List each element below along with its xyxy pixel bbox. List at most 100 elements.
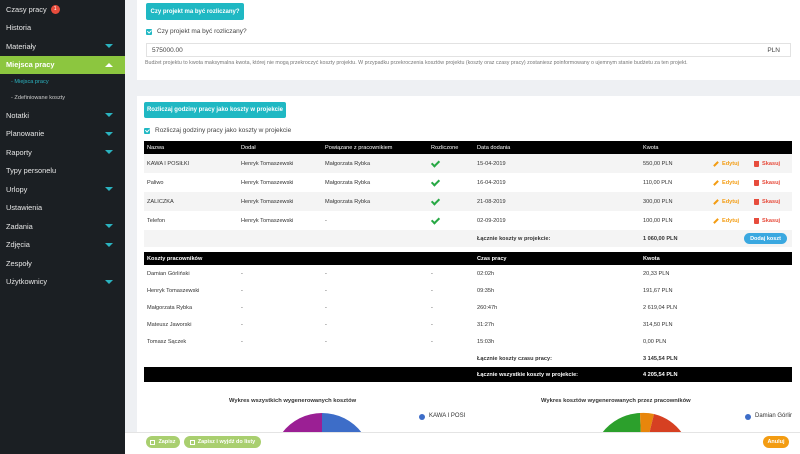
sidebar-item-historia[interactable]: Historia [0, 19, 125, 38]
sidebar-item-label: Materiały [6, 41, 36, 51]
edit-button[interactable]: Edytuj [713, 173, 739, 192]
sidebar-item-typy-personelu[interactable]: Typy personelu [0, 162, 125, 181]
table-row: ZALICZKA Henryk Tomaszewski Małgorzata R… [144, 192, 792, 211]
sidebar-item-raporty[interactable]: Raporty [0, 143, 125, 162]
dash: - [431, 287, 433, 294]
sidebar-item-label: Czasy pracy [6, 4, 47, 14]
edit-button[interactable]: Edytuj [713, 154, 739, 173]
edit-label: Edytuj [722, 217, 740, 224]
floppy-icon [150, 439, 156, 445]
sidebar-item-materialy[interactable]: Materiały [0, 37, 125, 56]
sidebar-subitem-miejsca-pracy[interactable]: - Miejsca pracy [0, 74, 125, 90]
settled-check-icon [430, 192, 441, 211]
billing-checkbox-label: Czy projekt ma być rozliczany? [157, 28, 247, 35]
legend-color-icon [745, 414, 751, 420]
hours-as-costs-button[interactable]: Rozliczaj godziny pracy jako koszty w pr… [144, 102, 286, 118]
trash-icon [754, 217, 759, 224]
cost-linked: Małgorzata Rybka [325, 160, 371, 167]
cost-name: ZALICZKA [147, 198, 174, 205]
add-cost-button[interactable]: Dodaj koszt [744, 233, 787, 244]
cost-date: 15-04-2019 [477, 160, 506, 167]
worker-time: 09:35h [477, 287, 495, 294]
chevron-down-icon [105, 224, 113, 228]
sidebar-item-label: Typy personelu [6, 166, 57, 176]
sidebar-item-uzytkownicy[interactable]: Użytkownicy [0, 273, 125, 292]
sidebar-item-notatki[interactable]: Notatki [0, 106, 125, 125]
dash: - [241, 287, 243, 294]
workers-table-header: Koszty pracowników Czas pracy Kwota [144, 252, 792, 265]
col-worker: Koszty pracowników [147, 255, 203, 262]
worker-name: Henryk Tomaszewski [147, 287, 200, 294]
cost-added-by: Henryk Tomaszewski [241, 198, 294, 205]
checkbox-checked-icon[interactable] [146, 28, 152, 35]
delete-label: Skasuj [762, 160, 781, 167]
dash: - [325, 321, 327, 328]
dash: - [325, 270, 327, 277]
sidebar-item-ustawienia[interactable]: Ustawienia [0, 199, 125, 218]
sidebar-subitem-label: - Miejsca pracy [11, 79, 49, 85]
table-row: Małgorzata Rybka - - - 260:47h 2 619,04 … [144, 299, 792, 316]
delete-button[interactable]: Skasuj [754, 192, 780, 211]
table-row: KAWA I POSIŁKI Henryk Tomaszewski Małgor… [144, 154, 792, 173]
delete-button[interactable]: Skasuj [754, 154, 780, 173]
worker-name: Damian Górliński [147, 270, 190, 277]
billing-checkbox-row[interactable]: Czy projekt ma być rozliczany? [146, 28, 247, 35]
sidebar-item-miejsca-pracy[interactable]: Miejsca pracy [0, 55, 125, 74]
delete-label: Skasuj [762, 198, 781, 205]
worker-time: 260:47h [477, 304, 498, 311]
cost-linked: Małgorzata Rybka [325, 198, 371, 205]
budget-input[interactable]: 575000.00 PLN [146, 43, 791, 57]
sidebar-item-label: Historia [6, 23, 32, 33]
cost-linked: Małgorzata Rybka [325, 179, 371, 186]
col-linked: Powiązane z pracownikiem [325, 144, 393, 151]
worker-costs-chart-title: Wykres kosztów wygenerowanych przez prac… [541, 398, 691, 404]
save-exit-button[interactable]: Zapisz i wyjdź do listy [184, 436, 261, 448]
main-content: Czy projekt ma być rozliczany? Czy proje… [125, 0, 800, 454]
edit-button[interactable]: Edytuj [713, 211, 739, 230]
sidebar-item-planowanie[interactable]: Planowanie [0, 125, 125, 144]
chevron-down-icon [105, 113, 113, 117]
cost-date: 16-04-2019 [477, 179, 506, 186]
worker-time: 15:03h [477, 338, 495, 345]
hours-as-costs-checkbox-row[interactable]: Rozliczaj godziny pracy jako koszty w pr… [144, 127, 291, 134]
sidebar-item-zdjecia[interactable]: Zdjęcia [0, 236, 125, 255]
col-worker-amount: Kwota [643, 255, 660, 262]
delete-label: Skasuj [762, 179, 781, 186]
cost-name: Telefon [147, 217, 166, 224]
pencil-icon [713, 198, 719, 205]
sidebar-item-label: Raporty [6, 147, 32, 157]
delete-button[interactable]: Skasuj [754, 173, 780, 192]
all-total-label: Łącznie wszystkie koszty w projekcie: [477, 371, 579, 378]
checkbox-checked-icon[interactable] [144, 127, 150, 134]
billing-toggle-button[interactable]: Czy projekt ma być rozliczany? [146, 3, 244, 20]
sidebar-item-urlopy[interactable]: Urlopy [0, 180, 125, 199]
cost-name: Paliwo [147, 179, 164, 186]
cancel-button[interactable]: Anuluj [763, 436, 789, 448]
col-time: Czas pracy [477, 255, 507, 262]
legend-label: KAWA I POSI [429, 413, 466, 419]
col-amount: Kwota [643, 144, 659, 151]
budget-currency: PLN [767, 46, 780, 54]
sidebar-item-zespoly[interactable]: Zespoły [0, 254, 125, 273]
table-row: Damian Górliński - - - 02:02h 20,33 PLN [144, 265, 792, 282]
time-total-value: 3 145,54 PLN [643, 355, 678, 362]
delete-button[interactable]: Skasuj [754, 211, 780, 230]
sidebar-item-czasy-pracy[interactable]: Czasy pracy 1 [0, 0, 125, 19]
sidebar-subitem-zdefiniowane-koszty[interactable]: - Zdefiniowane koszty [0, 90, 125, 106]
trash-icon [754, 179, 759, 186]
save-exit-label: Zapisz i wyjdź do listy [197, 439, 256, 445]
sidebar-item-zadania[interactable]: Zadania [0, 217, 125, 236]
sidebar-item-label: Ustawienia [6, 203, 43, 213]
legend-color-icon [419, 414, 425, 420]
table-row: Henryk Tomaszewski - - - 09:35h 191,67 P… [144, 282, 792, 299]
save-button[interactable]: Zapisz [146, 436, 180, 448]
costs-card: Rozliczaj godziny pracy jako koszty w pr… [137, 96, 800, 454]
worker-name: Tomasz Sączek [147, 338, 187, 345]
cost-added-by: Henryk Tomaszewski [241, 160, 294, 167]
all-costs-chart-title: Wykres wszystkich wygenerowanych kosztów [229, 398, 357, 404]
cost-amount: 550,00 PLN [643, 160, 673, 167]
cost-date: 02-09-2019 [477, 217, 506, 224]
edit-button[interactable]: Edytuj [713, 192, 739, 211]
dash: - [431, 270, 433, 277]
settled-check-icon [430, 211, 441, 230]
